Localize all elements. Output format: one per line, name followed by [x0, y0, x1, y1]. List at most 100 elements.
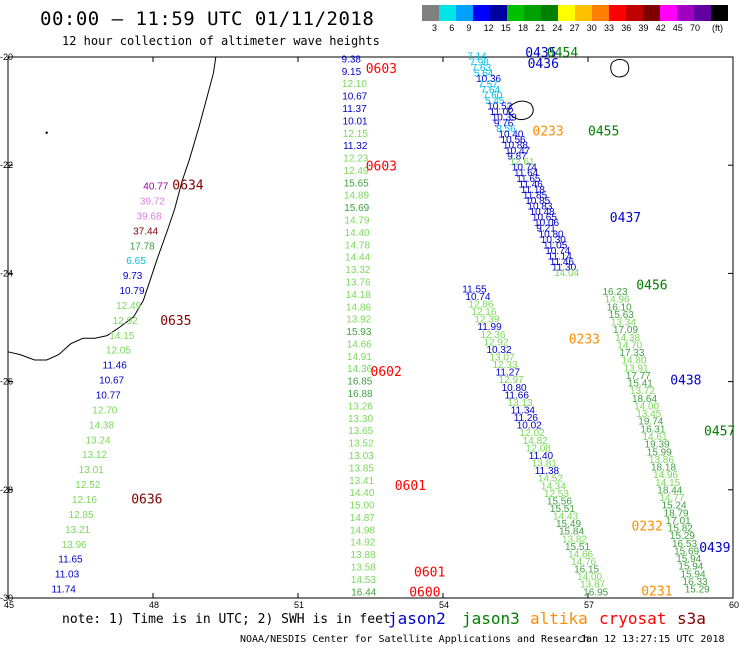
pass-time-label: 0634 — [172, 179, 203, 194]
wave-height-value: 13.01 — [79, 465, 104, 476]
wave-height-value: 15.93 — [346, 327, 371, 338]
wave-height-value: 12.53 — [544, 489, 569, 500]
wave-height-value: 17.78 — [130, 241, 155, 252]
wave-height-value: 13.03 — [349, 451, 374, 462]
wave-height-value: 11.46 — [519, 179, 544, 190]
colorbar-tick-label: 9 — [466, 23, 472, 33]
colorbar-tick-label: 42 — [655, 23, 666, 33]
wave-height-value: 11.32 — [343, 141, 368, 152]
wave-height-value: 39.68 — [137, 211, 162, 222]
wave-height-value: 11.64 — [514, 168, 539, 179]
wave-height-value: 17.33 — [619, 348, 644, 359]
wave-height-value: 14.44 — [345, 253, 370, 264]
wave-height-value: 18.44 — [657, 485, 682, 496]
wave-height-value: 12.85 — [69, 510, 94, 521]
x-tick-label: 48 — [149, 600, 159, 610]
colorbar-tick-label: 36 — [621, 23, 632, 33]
colorbar-swatch — [490, 5, 507, 21]
wave-height-value: 15.29 — [670, 531, 695, 542]
wave-height-value: 5.64 — [474, 68, 494, 79]
wave-height-value: 10.36 — [476, 74, 501, 85]
wave-height-value: 16.10 — [607, 302, 632, 313]
wave-height-value: 11.40 — [529, 451, 554, 462]
footnote: note: 1) Time is in UTC; 2) SWH is in fe… — [62, 612, 391, 627]
colorbar-swatch — [507, 5, 524, 21]
wave-height-value: 7.63 — [472, 63, 492, 74]
wave-height-value: 14.34 — [541, 481, 566, 492]
wave-height-value: 7.14 — [467, 52, 487, 63]
wave-height-value: 11.85 — [523, 190, 548, 201]
wave-height-value: 13.58 — [351, 563, 376, 574]
wave-height-value: 15.99 — [647, 447, 672, 458]
wave-height-value: 12.15 — [343, 129, 368, 140]
pass-time-label: 0456 — [636, 279, 667, 294]
wave-height-value: 16.23 — [603, 287, 628, 298]
islet — [45, 131, 48, 134]
wave-height-value: 11.99 — [477, 322, 502, 333]
wave-height-value: 12.70 — [92, 406, 117, 417]
pass-time-label: 0636 — [131, 492, 162, 507]
x-tick-label: 51 — [294, 600, 304, 610]
wave-height-value: 11.18 — [521, 185, 546, 196]
wave-height-value: 14.38 — [89, 420, 114, 431]
wave-height-value: 15.94 — [681, 569, 706, 580]
pass-time-label: 0232 — [632, 519, 663, 534]
wave-height-value: 7.57 — [478, 79, 498, 90]
wave-height-value: 13.13 — [508, 398, 533, 409]
wave-height-value: 13.45 — [636, 409, 661, 420]
colorbar-swatch — [456, 5, 473, 21]
wave-height-value: 11.26 — [514, 413, 539, 424]
generated-timestamp: Jan 12 13:27:15 UTC 2018 — [580, 634, 725, 645]
y-tick-label: -24 — [0, 268, 13, 278]
pass-time-label: 0457 — [704, 425, 735, 440]
wave-height-value: 10.77 — [96, 391, 121, 402]
wave-height-value: 13.82 — [562, 534, 587, 545]
pass-time-label: 0603 — [366, 62, 397, 77]
wave-height-value: 10.56 — [501, 135, 526, 146]
wave-height-value: 10.47 — [505, 146, 530, 157]
wave-height-value: 12.61 — [510, 157, 535, 168]
wave-height-value: 14.36 — [347, 364, 372, 375]
wave-height-value: 10.67 — [99, 376, 124, 387]
wave-height-value: 11.14 — [548, 252, 573, 263]
wave-height-value: 15.56 — [547, 496, 572, 507]
colorbar-swatch — [575, 5, 592, 21]
colorbar-tick-label: 21 — [535, 23, 546, 33]
colorbar-swatch — [439, 5, 456, 21]
wave-height-value: 11.66 — [505, 390, 530, 401]
legend-jason3: jason3 — [462, 609, 520, 628]
colorbar-tick-label: 18 — [518, 23, 529, 33]
legend-altika: altika — [530, 609, 588, 628]
wave-height-value: 13.32 — [345, 265, 370, 276]
wave-height-value: 14.82 — [523, 436, 548, 447]
wave-height-value: 11.55 — [462, 284, 487, 295]
wave-height-value: 13.72 — [630, 386, 655, 397]
wave-height-value: 14.43 — [553, 512, 578, 523]
wave-height-value: 15.49 — [556, 519, 581, 530]
wave-height-value: 12.52 — [75, 480, 100, 491]
y-tick-label: -22 — [0, 160, 13, 170]
wave-height-value: 11.34 — [511, 406, 536, 417]
wave-height-value: 15.51 — [550, 504, 575, 515]
wave-height-value: 13.52 — [349, 439, 374, 450]
wave-height-value: 19.74 — [638, 417, 663, 428]
wave-height-value: 14.76 — [571, 557, 596, 568]
wave-height-value: 11.30 — [552, 263, 577, 274]
colorbar-unit: (ft) — [712, 23, 723, 33]
wave-height-value: 14.15 — [109, 331, 134, 342]
wave-height-value: 10.53 — [487, 102, 512, 113]
wave-height-value: 12.92 — [113, 316, 138, 327]
pass-time-label: 0601 — [414, 565, 445, 580]
pass-time-label: 0601 — [395, 479, 426, 494]
wave-height-value: 15.69 — [674, 546, 699, 557]
wave-height-value: 11.46 — [550, 257, 575, 268]
colorbar-swatch — [626, 5, 643, 21]
colorbar-swatch — [711, 5, 728, 21]
wave-height-value: 10.80 — [502, 383, 527, 394]
colorbar-swatch — [694, 5, 711, 21]
wave-height-value: 16.44 — [351, 587, 376, 598]
legend-cryosat: cryosat — [599, 609, 667, 628]
pass-time-label: 0437 — [610, 211, 641, 226]
wave-height-value: 15.84 — [559, 527, 584, 538]
colorbar-swatch — [643, 5, 660, 21]
